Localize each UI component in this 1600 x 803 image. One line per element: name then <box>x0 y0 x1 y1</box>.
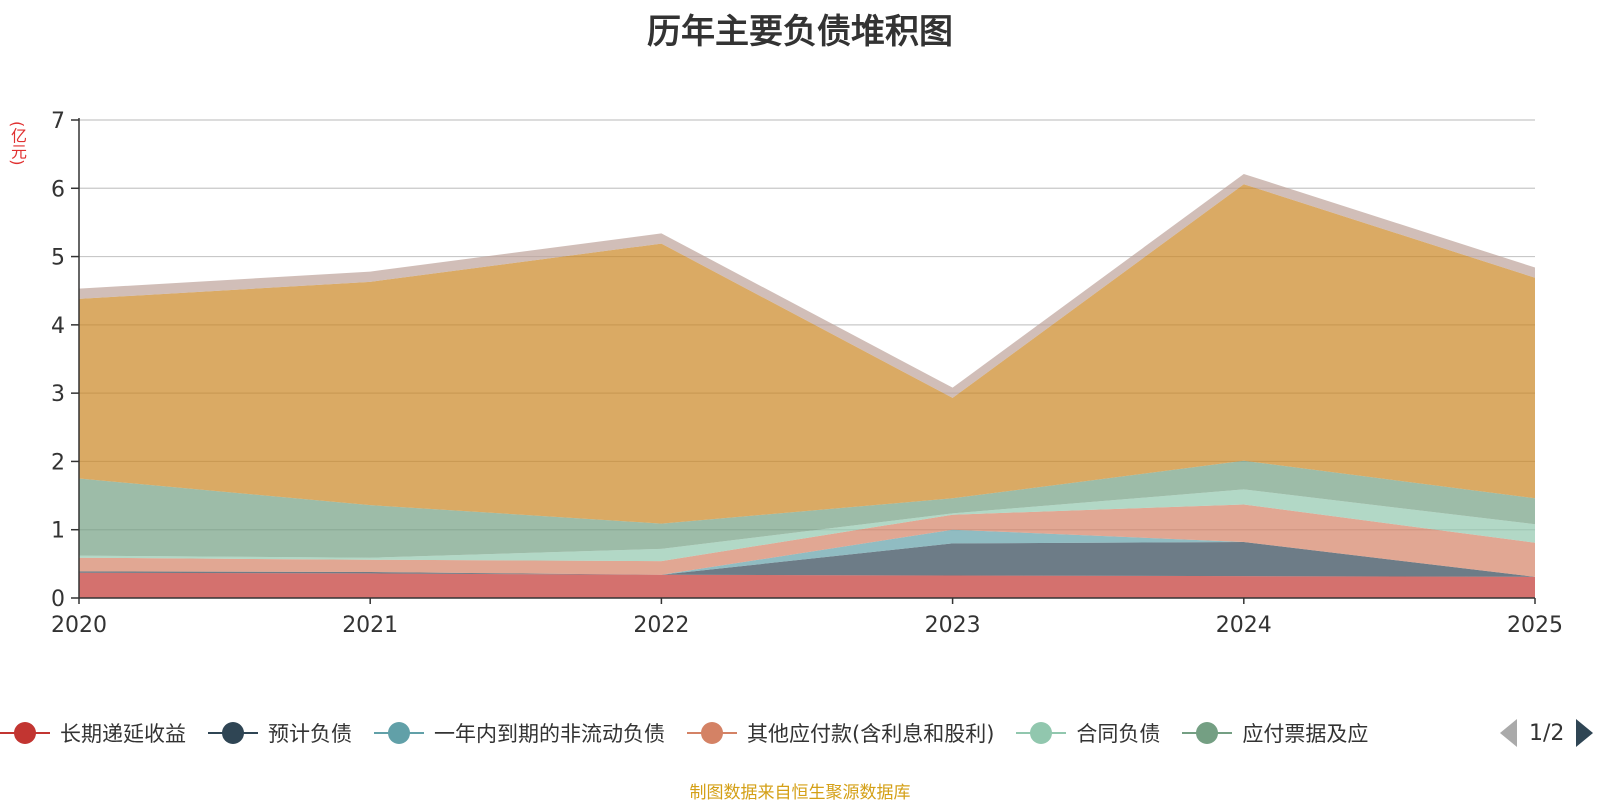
stacked-areas <box>79 173 1535 598</box>
legend-pager: 1/2 <box>1500 716 1594 750</box>
area-series-1[interactable] <box>79 542 1535 577</box>
area-series-2[interactable] <box>79 529 1535 577</box>
legend-item[interactable]: 其他应付款(含利息和股利) <box>687 718 994 748</box>
legend-item[interactable]: 预计负债 <box>208 718 352 748</box>
legend-next-page-icon[interactable] <box>1576 719 1594 747</box>
area-series-0[interactable] <box>79 572 1535 598</box>
legend-marker-icon <box>374 720 424 746</box>
area-series-5[interactable] <box>79 460 1535 558</box>
y-tick-label: 1 <box>51 519 65 544</box>
y-tick-label: 6 <box>51 177 65 202</box>
legend-label: 长期递延收益 <box>60 722 186 746</box>
legend-label: 其他应付款(含利息和股利) <box>747 722 995 746</box>
chart-plot: 0 1 2 3 4 5 6 7 2020 2021 2022 2023 2024 2025 <box>51 109 1563 638</box>
legend-item[interactable]: 一年内到期的非流动负债 <box>374 718 665 748</box>
legend-label: 预计负债 <box>268 722 352 746</box>
legend-marker-icon <box>1182 720 1233 746</box>
x-tick-label: 2022 <box>633 613 689 638</box>
legend-page-indicator: 1/2 <box>1529 720 1565 746</box>
legend: 长期递延收益 预计负债 一年内到期的非流动负债 其他应付款(含利息和股利) 合同负债 应付… <box>0 716 1488 750</box>
area-series-7[interactable] <box>79 173 1535 398</box>
y-tick-label: 0 <box>51 587 65 612</box>
legend-item[interactable]: 应付票据及应 <box>1182 718 1368 748</box>
legend-item[interactable]: 长期递延收益 <box>0 718 186 748</box>
area-series-3[interactable] <box>79 504 1535 577</box>
legend-marker-icon <box>687 720 737 746</box>
x-tick-label: 2021 <box>342 613 398 638</box>
chart-title: 历年主要负债堆积图 <box>647 12 953 52</box>
y-tick-label: 7 <box>51 109 65 134</box>
source-note: 制图数据来自恒生聚源数据库 <box>689 783 911 803</box>
legend-marker-icon <box>1016 720 1067 746</box>
y-axis-unit: (亿元) <box>8 121 27 166</box>
x-tick-label: 2023 <box>925 613 981 638</box>
x-tick-label: 2025 <box>1507 613 1563 638</box>
legend-label: 应付票据及应 <box>1242 722 1369 746</box>
y-tick-label: 4 <box>51 314 65 339</box>
legend-prev-page-icon[interactable] <box>1500 719 1517 747</box>
x-tick-label: 2020 <box>51 613 107 638</box>
legend-label: 一年内到期的非流动负债 <box>434 722 665 746</box>
y-tick-label: 2 <box>51 450 65 475</box>
legend-marker-icon <box>0 720 50 746</box>
legend-marker-icon <box>208 720 258 746</box>
x-tick-label: 2024 <box>1216 613 1272 638</box>
area-series-6[interactable] <box>79 184 1535 524</box>
legend-label: 合同负债 <box>1076 722 1161 746</box>
legend-item[interactable]: 合同负债 <box>1016 718 1160 748</box>
y-tick-label: 3 <box>51 382 65 407</box>
y-tick-label: 5 <box>51 246 65 271</box>
axes: 0 1 2 3 4 5 6 7 2020 2021 2022 2023 2024 2025 <box>51 109 1563 638</box>
